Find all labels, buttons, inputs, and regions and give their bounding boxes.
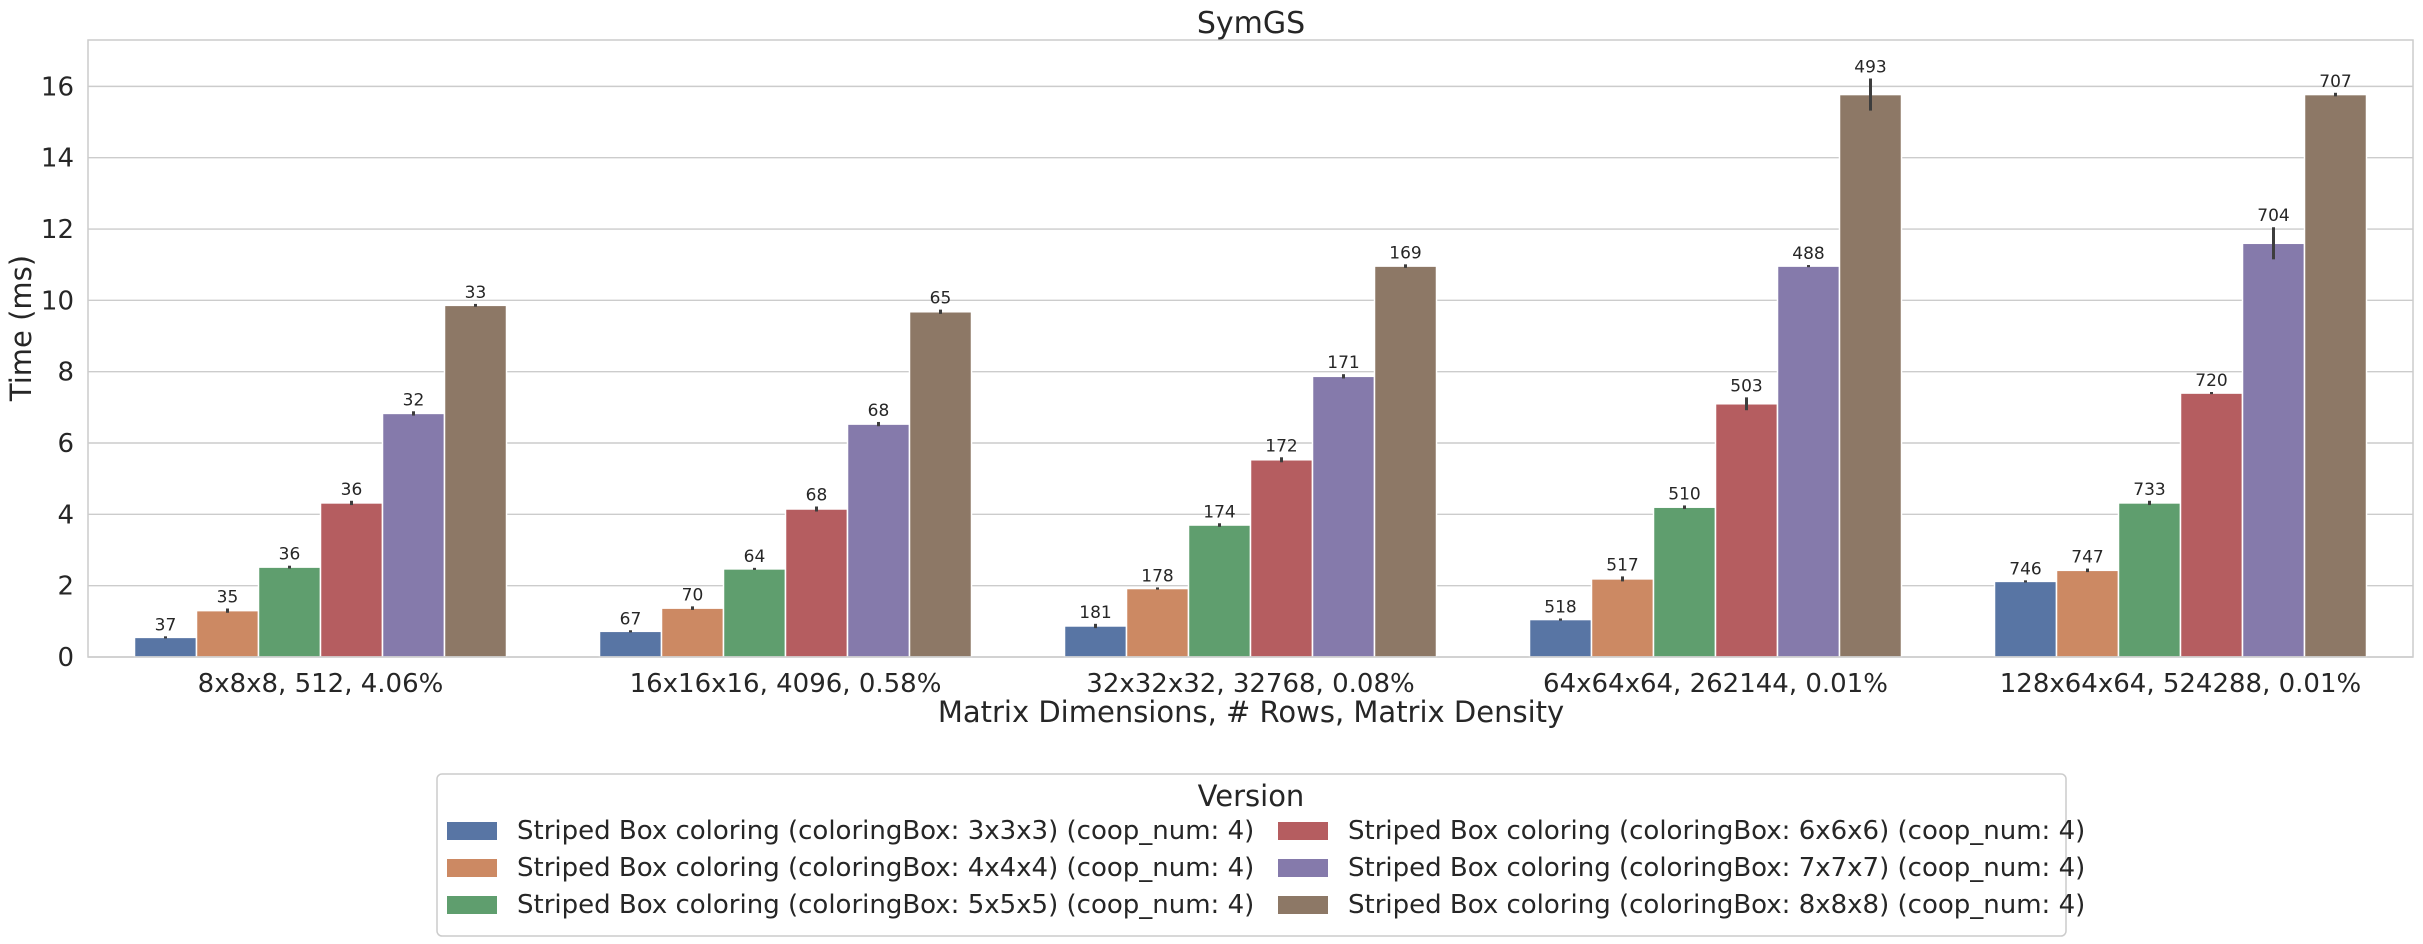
- x-tick-label: 128x64x64, 524288, 0.01%: [2000, 669, 2361, 699]
- bar-value-label: 518: [1544, 597, 1576, 617]
- bar-value-label: 707: [2319, 72, 2351, 92]
- y-tick-label: 2: [57, 572, 74, 602]
- bar-value-label: 68: [806, 485, 828, 505]
- y-tick-label: 14: [41, 144, 74, 174]
- bar-value-label: 493: [1854, 58, 1886, 78]
- legend-swatch: [1278, 822, 1328, 840]
- bar-value-label: 181: [1079, 603, 1111, 623]
- x-axis-label: Matrix Dimensions, # Rows, Matrix Densit…: [938, 695, 1564, 729]
- bar-value-label: 517: [1606, 555, 1638, 575]
- bar: [1249, 459, 1314, 658]
- legend-swatch: [447, 896, 497, 914]
- bar: [2055, 569, 2120, 658]
- legend-entry-label: Striped Box coloring (coloringBox: 4x4x4…: [517, 853, 1254, 883]
- legend-swatch: [447, 822, 497, 840]
- bar-value-label: 704: [2257, 206, 2289, 226]
- bar: [1838, 93, 1903, 658]
- bar: [1714, 403, 1779, 658]
- bar: [660, 607, 725, 658]
- legend-entry-label: Striped Box coloring (coloringBox: 5x5x5…: [517, 890, 1254, 920]
- bar: [784, 508, 849, 658]
- bar-value-label: 733: [2133, 480, 2165, 500]
- y-tick-label: 10: [41, 286, 74, 316]
- bar-value-label: 70: [682, 585, 704, 605]
- bar-value-label: 169: [1389, 243, 1421, 263]
- bar: [1993, 580, 2058, 658]
- y-tick-label: 0: [57, 643, 74, 673]
- legend-entry-label: Striped Box coloring (coloringBox: 3x3x3…: [517, 816, 1254, 846]
- legend-entry-label: Striped Box coloring (coloringBox: 6x6x6…: [1348, 816, 2085, 846]
- y-tick-label: 8: [57, 358, 74, 388]
- bar: [2303, 93, 2368, 658]
- bar: [381, 412, 446, 658]
- bar-value-label: 32: [403, 390, 425, 410]
- bar: [1373, 265, 1438, 658]
- legend-swatch: [447, 859, 497, 877]
- y-tick-label: 12: [41, 215, 74, 245]
- y-tick-label: 6: [57, 429, 74, 459]
- bar-value-label: 33: [465, 283, 487, 303]
- bar: [1187, 524, 1252, 658]
- bar: [908, 311, 973, 658]
- bar: [195, 609, 260, 658]
- legend-entry-label: Striped Box coloring (coloringBox: 7x7x7…: [1348, 853, 2085, 883]
- bar-value-label: 747: [2071, 548, 2103, 568]
- bar-value-label: 503: [1730, 376, 1762, 396]
- bar-value-label: 37: [155, 615, 177, 635]
- bar: [1125, 587, 1190, 658]
- bar: [722, 568, 787, 658]
- y-tick-label: 4: [57, 500, 74, 530]
- bar-value-label: 171: [1327, 353, 1359, 373]
- bar: [2241, 242, 2306, 658]
- bar-value-label: 746: [2009, 559, 2041, 579]
- bar-value-label: 36: [279, 545, 301, 565]
- bar: [846, 423, 911, 658]
- legend-swatch: [1278, 896, 1328, 914]
- bar: [598, 630, 663, 658]
- y-tick-label: 16: [41, 72, 74, 102]
- x-tick-label: 32x32x32, 32768, 0.08%: [1086, 669, 1414, 699]
- plot-border: [87, 39, 2414, 658]
- bar: [1528, 618, 1593, 658]
- bar-value-label: 67: [620, 609, 642, 629]
- bar-value-label: 510: [1668, 484, 1700, 504]
- bar-value-label: 178: [1141, 566, 1173, 586]
- legend: Version Striped Box coloring (coloringBo…: [436, 773, 2085, 937]
- bar-value-label: 720: [2195, 371, 2227, 391]
- legend-entry-label: Striped Box coloring (coloringBox: 8x8x8…: [1348, 890, 2085, 920]
- bar: [1776, 265, 1841, 658]
- bar: [2179, 392, 2244, 658]
- plot-frame: [87, 39, 2414, 658]
- legend-swatch: [1278, 859, 1328, 877]
- bar: [257, 566, 322, 658]
- bar-value-label: 172: [1265, 436, 1297, 456]
- bar-value-label: 64: [744, 547, 766, 567]
- bar-value-label: 488: [1792, 244, 1824, 264]
- bar-value-label: 35: [217, 587, 239, 607]
- bar: [319, 502, 384, 658]
- legend-title: Version: [1198, 779, 1305, 813]
- x-tick-label: 8x8x8, 512, 4.06%: [198, 669, 444, 699]
- bar: [1063, 625, 1128, 658]
- bar: [1311, 375, 1376, 658]
- bar-value-label: 65: [930, 289, 952, 309]
- bar: [2117, 502, 2182, 658]
- x-tick-label: 64x64x64, 262144, 0.01%: [1543, 669, 1888, 699]
- x-tick-label: 16x16x16, 4096, 0.58%: [630, 669, 942, 699]
- bar: [133, 636, 198, 658]
- bar: [1652, 506, 1717, 658]
- bar-value-label: 36: [341, 480, 363, 500]
- bars: 37 35 36 36 32 33 67 70 64 68 68 65 181 178 174 172 171 1…: [133, 58, 2368, 658]
- y-axis-label: Time (ms): [4, 255, 38, 402]
- bar: [1590, 578, 1655, 658]
- bar-value-label: 68: [868, 401, 890, 421]
- chart-title: SymGS: [1197, 6, 1305, 41]
- legend-box: [436, 773, 2067, 937]
- bar-value-label: 174: [1203, 502, 1235, 522]
- bar: [443, 304, 508, 658]
